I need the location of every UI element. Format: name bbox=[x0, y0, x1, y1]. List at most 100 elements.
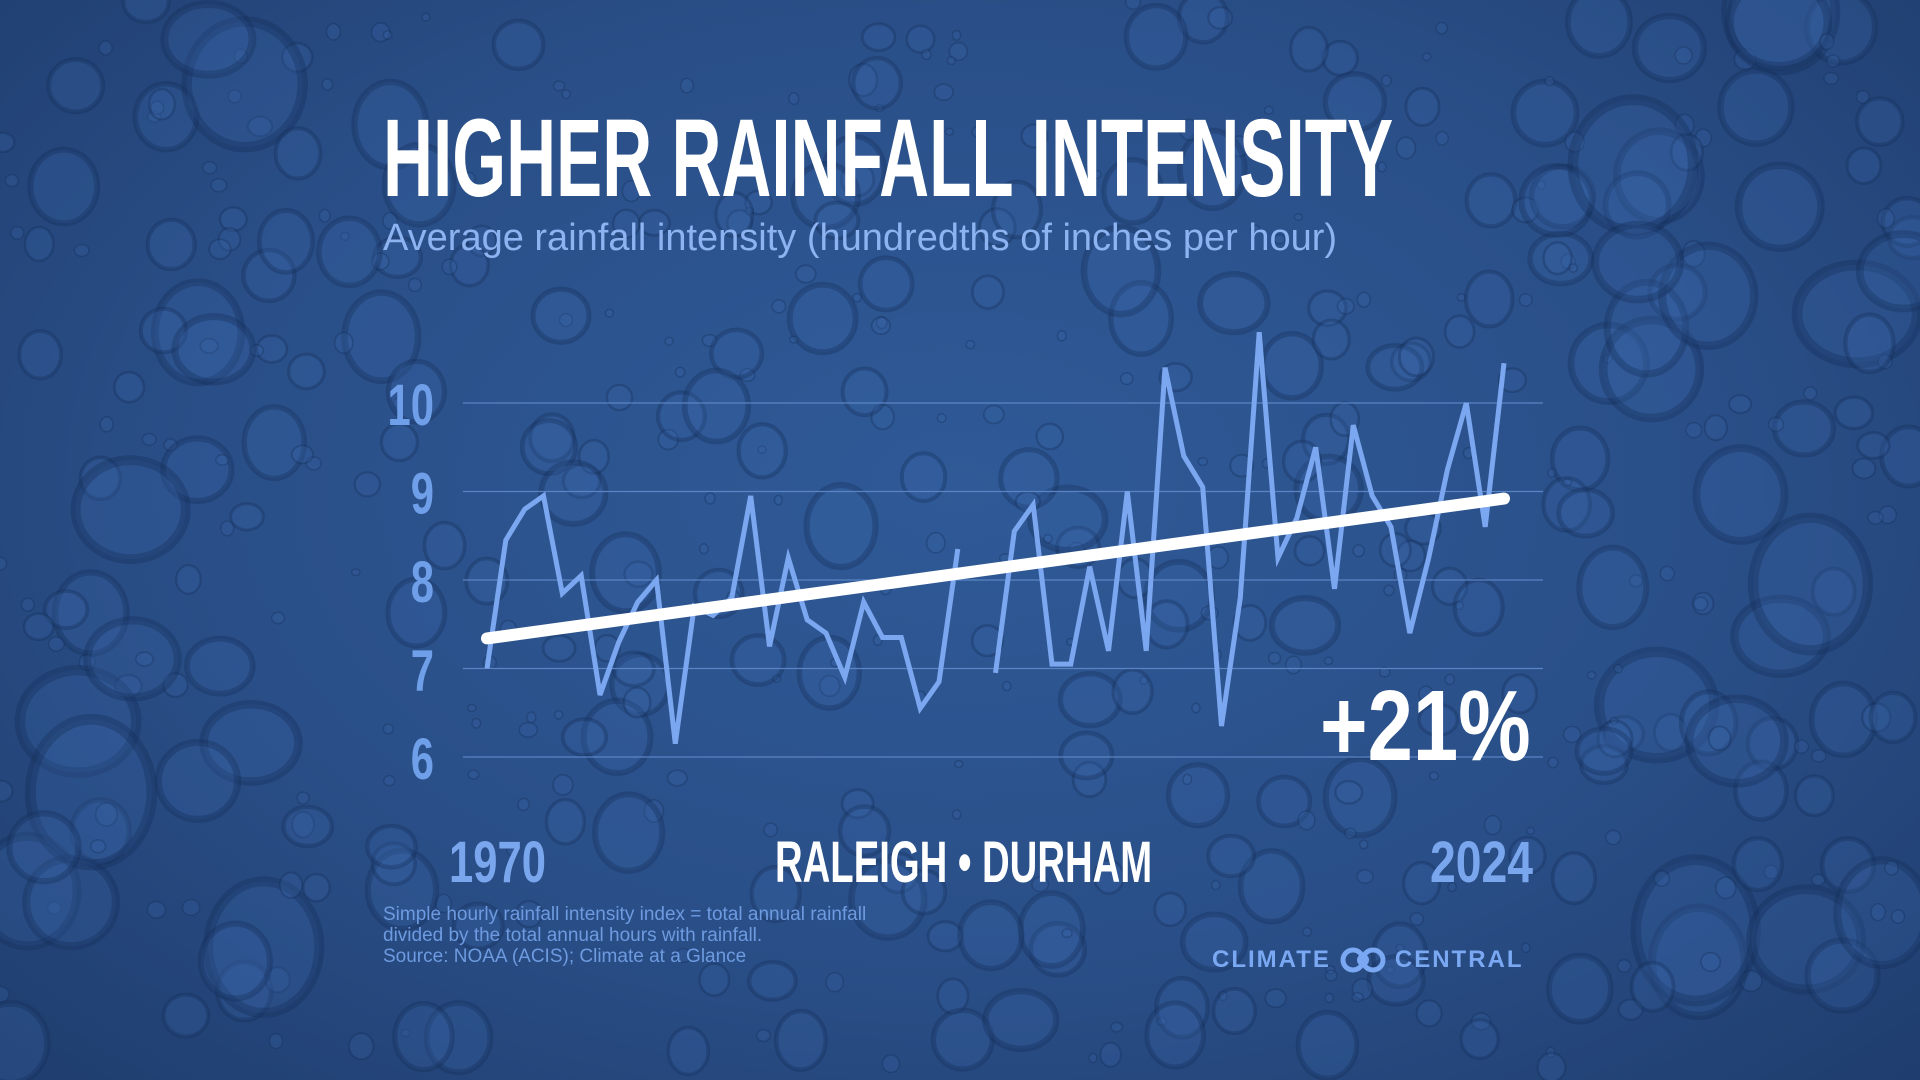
raindrop bbox=[175, 563, 202, 595]
raindrop bbox=[763, 822, 779, 838]
raindrop bbox=[1370, 921, 1429, 990]
raindrop bbox=[674, 948, 693, 963]
raindrop bbox=[1674, 113, 1695, 137]
raindrop bbox=[666, 769, 688, 787]
raindrop bbox=[926, 920, 965, 953]
raindrop bbox=[681, 367, 752, 445]
raindrop bbox=[1301, 927, 1313, 937]
raindrop bbox=[1409, 912, 1425, 926]
raindrop bbox=[771, 674, 782, 683]
footnote-line: divided by the total annual hours with r… bbox=[383, 925, 763, 946]
change-annotation: +21% bbox=[1320, 670, 1531, 782]
raindrop bbox=[98, 40, 113, 56]
raindrop bbox=[1880, 196, 1920, 248]
raindrop bbox=[382, 723, 395, 735]
raindrop bbox=[1435, 130, 1450, 146]
raindrop bbox=[291, 810, 316, 839]
raindrop bbox=[0, 779, 14, 803]
raindrop bbox=[851, 55, 903, 111]
raindrop bbox=[99, 416, 114, 433]
raindrop bbox=[113, 370, 146, 404]
raindrop bbox=[1804, 0, 1879, 66]
raindrop bbox=[1001, 680, 1012, 692]
raindrop bbox=[936, 977, 970, 1015]
x-tick-label-start: 1970 bbox=[449, 830, 547, 895]
raindrop bbox=[370, 841, 418, 887]
raindrop bbox=[1385, 965, 1395, 975]
raindrop bbox=[1547, 756, 1559, 769]
raindrop bbox=[679, 77, 695, 94]
raindrop bbox=[1264, 988, 1288, 1009]
raindrop bbox=[160, 0, 257, 79]
raindrop bbox=[1855, 89, 1870, 104]
raindrop bbox=[875, 316, 888, 330]
raindrop bbox=[839, 161, 876, 198]
raindrop bbox=[1418, 685, 1434, 703]
raindrop bbox=[1443, 314, 1476, 349]
raindrop bbox=[370, 21, 391, 43]
raindrop bbox=[729, 633, 787, 687]
raindrop bbox=[83, 616, 182, 702]
raindrop bbox=[1518, 292, 1533, 307]
raindrop bbox=[1483, 814, 1502, 836]
raindrop bbox=[1454, 600, 1464, 611]
raindrop bbox=[666, 1025, 711, 1077]
raindrop bbox=[1747, 512, 1874, 656]
raindrop bbox=[505, 235, 517, 247]
raindrop bbox=[0, 131, 16, 153]
raindrop bbox=[1556, 487, 1615, 539]
raindrop bbox=[921, 48, 932, 61]
raindrop bbox=[1549, 425, 1611, 493]
raindrop bbox=[1878, 505, 1898, 525]
raindrop bbox=[789, 335, 799, 344]
raindrop bbox=[714, 191, 755, 238]
raindrop bbox=[803, 481, 879, 571]
raindrop bbox=[1647, 262, 1708, 322]
raindrop bbox=[1125, 0, 1142, 10]
raindrop bbox=[674, 366, 686, 378]
raindrop bbox=[0, 831, 82, 951]
raindrop bbox=[150, 100, 165, 116]
raindrop bbox=[1380, 74, 1392, 87]
raindrop bbox=[1733, 759, 1789, 822]
raindrop bbox=[321, 77, 334, 91]
raindrop bbox=[1501, 673, 1539, 715]
raindrop bbox=[1550, 851, 1598, 906]
raindrop bbox=[1139, 675, 1149, 686]
raindrop bbox=[771, 299, 787, 314]
raindrop bbox=[1603, 278, 1690, 378]
raindrop bbox=[1851, 457, 1877, 480]
raindrop bbox=[161, 992, 211, 1039]
raindrop bbox=[1576, 544, 1650, 631]
raindrop bbox=[1071, 760, 1108, 799]
raindrop bbox=[1562, 477, 1573, 487]
raindrop bbox=[1404, 86, 1441, 128]
raindrop bbox=[604, 308, 615, 318]
raindrop bbox=[1510, 78, 1580, 148]
raindrop bbox=[1568, 263, 1579, 274]
raindrop bbox=[1444, 673, 1456, 686]
raindrop bbox=[1876, 208, 1895, 229]
raindrop bbox=[1197, 271, 1271, 336]
raindrop bbox=[1653, 870, 1670, 887]
raindrop bbox=[990, 179, 1043, 240]
y-tick-label: 7 bbox=[411, 638, 434, 703]
raindrop bbox=[371, 252, 390, 271]
raindrop bbox=[24, 713, 158, 871]
raindrop bbox=[1508, 835, 1547, 876]
raindrop bbox=[736, 422, 788, 480]
raindrop bbox=[1856, 431, 1891, 460]
raindrop bbox=[78, 455, 122, 502]
raindrop bbox=[517, 797, 530, 812]
raindrop bbox=[580, 697, 654, 777]
raindrop bbox=[14, 664, 142, 778]
raindrop bbox=[701, 333, 718, 348]
raindrop bbox=[215, 959, 274, 1023]
raindrop bbox=[471, 717, 482, 729]
raindrop bbox=[1546, 952, 1614, 1025]
raindrop bbox=[1227, 135, 1250, 158]
raindrop bbox=[1574, 726, 1634, 776]
raindrop bbox=[1028, 921, 1087, 978]
raindrop bbox=[385, 576, 448, 649]
raindrop bbox=[957, 899, 1025, 972]
